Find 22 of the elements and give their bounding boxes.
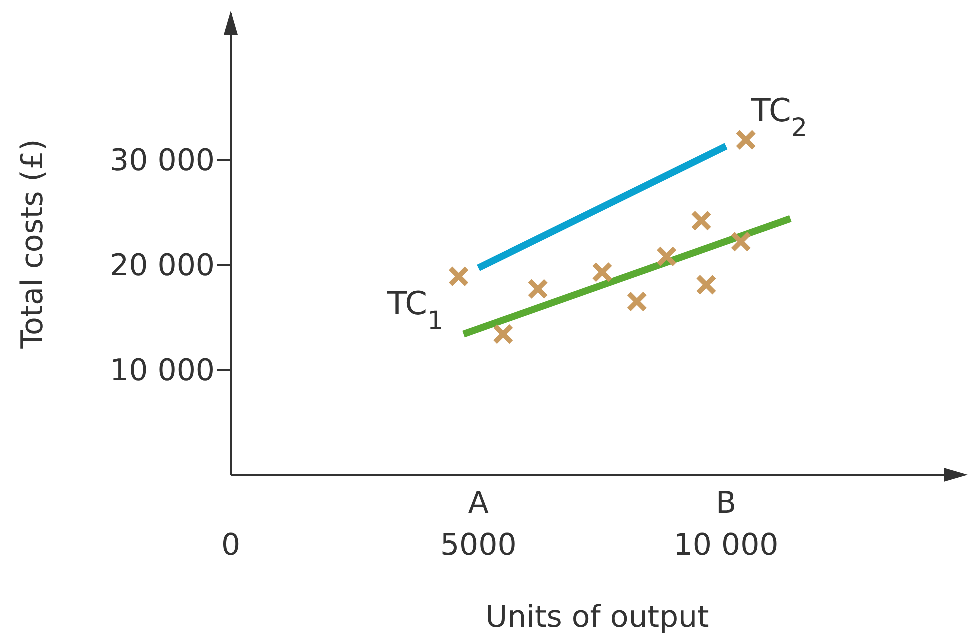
text: A bbox=[468, 486, 490, 521]
x-tick-label: 0 bbox=[221, 528, 241, 563]
text: B bbox=[716, 486, 737, 521]
y-axis-title: Total costs (£) bbox=[16, 139, 51, 350]
point bbox=[696, 274, 717, 296]
point bbox=[528, 278, 549, 300]
series-label: TC$_{1}$ bbox=[386, 284, 444, 336]
x-axis-title: Units of output bbox=[486, 600, 710, 635]
point bbox=[592, 262, 613, 283]
point bbox=[736, 130, 757, 151]
y-tick-label: 10 000 bbox=[110, 354, 215, 389]
point bbox=[448, 266, 470, 288]
y-tick-label: 20 000 bbox=[110, 248, 215, 284]
point bbox=[730, 231, 752, 252]
x-tick-label: 10 000 bbox=[674, 528, 779, 563]
series-label: TC$_{2}$ bbox=[750, 91, 808, 144]
point bbox=[656, 246, 678, 268]
y-tick-label: 30 000 bbox=[110, 144, 215, 179]
point bbox=[492, 324, 514, 345]
x-tick-label: 5000 bbox=[440, 528, 517, 563]
point bbox=[691, 210, 712, 232]
point bbox=[626, 291, 648, 312]
